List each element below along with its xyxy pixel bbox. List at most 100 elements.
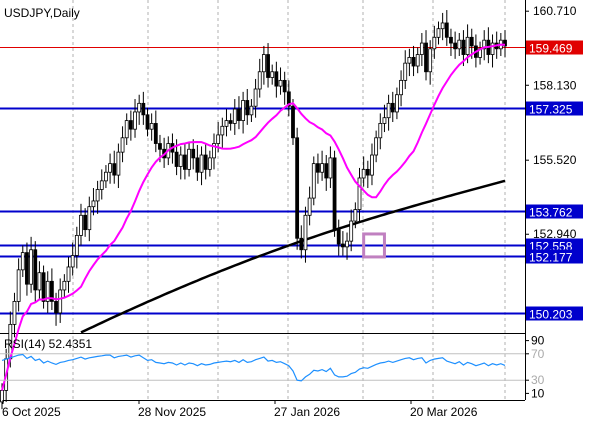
- candle: [324, 155, 329, 191]
- candle-body-up: [436, 28, 441, 38]
- level-label: 152.177: [526, 249, 583, 265]
- candle-body-up: [382, 117, 387, 124]
- candle: [237, 96, 241, 130]
- candle: [70, 242, 75, 276]
- level-label-text: 157.325: [529, 103, 573, 117]
- candle-body-up: [303, 214, 308, 251]
- candle: [444, 10, 449, 46]
- candle-body-down: [25, 252, 29, 285]
- candle: [33, 241, 38, 303]
- candle: [20, 245, 25, 278]
- candle-body-down: [324, 163, 329, 179]
- last-price-label-box: [526, 40, 583, 55]
- candle: [29, 236, 33, 293]
- candle-body-up: [62, 280, 67, 291]
- price-tick-label: 160.710: [533, 4, 577, 18]
- candle-body-down: [390, 102, 395, 113]
- candle: [266, 43, 270, 88]
- candle-body-down: [411, 57, 416, 67]
- candle: [291, 99, 295, 145]
- candle-body-up: [149, 123, 154, 130]
- candle-body-down: [340, 243, 345, 248]
- price-line-labels: 157.325153.762152.558152.177150.203159.4…: [526, 40, 583, 322]
- candle: [37, 261, 42, 300]
- candle-body-up: [253, 88, 258, 107]
- candle-body-up: [66, 266, 71, 282]
- candle-body-up: [374, 137, 379, 156]
- candle: [153, 110, 158, 153]
- candle-body-down: [286, 91, 291, 107]
- candle-body-up: [207, 157, 212, 170]
- level-label-box: [526, 249, 583, 264]
- candle-body-up: [79, 214, 83, 236]
- candle: [87, 196, 92, 242]
- time-tick-label: 6 Oct 2025: [2, 405, 61, 419]
- candle-body-up: [465, 36, 470, 55]
- candle: [245, 88, 250, 125]
- candle-body-down: [332, 157, 337, 231]
- candle-body-down: [83, 214, 88, 231]
- candle: [12, 292, 17, 338]
- last-price-label-text: 159.469: [529, 42, 573, 56]
- candle-body-up: [87, 206, 92, 231]
- candle-body-up: [29, 249, 33, 285]
- candle-body-down: [174, 151, 179, 167]
- candle-body-up: [278, 79, 283, 87]
- candle: [145, 107, 150, 137]
- candle-body-down: [266, 54, 270, 78]
- candle: [403, 50, 408, 89]
- candle-body-down: [245, 100, 250, 116]
- candle: [399, 70, 403, 107]
- candle-body-up: [95, 189, 100, 202]
- candle-body-up: [220, 125, 225, 136]
- candle-body-down: [295, 137, 300, 239]
- candle-body-up: [407, 57, 412, 64]
- candle-body-down: [49, 280, 54, 302]
- candle: [183, 143, 187, 180]
- candle-body-down: [183, 154, 187, 170]
- candle-body-up: [320, 163, 324, 173]
- level-label: 157.325: [526, 101, 583, 117]
- rsi-title: RSI(14) 52.4351: [4, 337, 92, 351]
- candle: [336, 219, 341, 256]
- candle: [108, 153, 112, 184]
- candle: [303, 206, 308, 263]
- candle-body-up: [58, 289, 63, 314]
- rsi-tick-label: 10: [531, 386, 545, 400]
- candle: [449, 28, 453, 56]
- candle: [212, 133, 216, 170]
- candle: [220, 117, 225, 148]
- candle: [16, 258, 21, 312]
- candle: [395, 87, 399, 120]
- level-label-box: [526, 238, 583, 253]
- level-label: 153.762: [526, 204, 583, 220]
- candle-body-up: [224, 120, 229, 127]
- candle-body-up: [199, 154, 204, 173]
- candle: [307, 186, 312, 226]
- ma-fast-line: [1, 43, 506, 391]
- candle-body-up: [419, 42, 424, 55]
- candle-body-up: [432, 36, 437, 50]
- candle: [490, 34, 495, 68]
- level-label-box: [526, 204, 583, 219]
- candle-body-down: [424, 42, 428, 73]
- candle-body-up: [457, 39, 462, 50]
- candle: [25, 242, 29, 296]
- candle: [228, 113, 233, 131]
- candle-body-up: [257, 71, 262, 90]
- candle-body-up: [137, 102, 142, 113]
- candle-body-up: [0, 390, 4, 403]
- candle-body-down: [112, 163, 117, 176]
- candle: [370, 143, 374, 186]
- candle-body-down: [469, 36, 474, 47]
- candle: [112, 150, 117, 184]
- candle: [261, 45, 266, 85]
- candle-body-up: [37, 272, 42, 291]
- candle: [374, 130, 379, 163]
- candle: [249, 99, 254, 123]
- level-label-text: 152.177: [529, 251, 573, 265]
- candle-body-up: [345, 240, 349, 248]
- level-label-box: [526, 306, 583, 321]
- candle: [95, 180, 100, 214]
